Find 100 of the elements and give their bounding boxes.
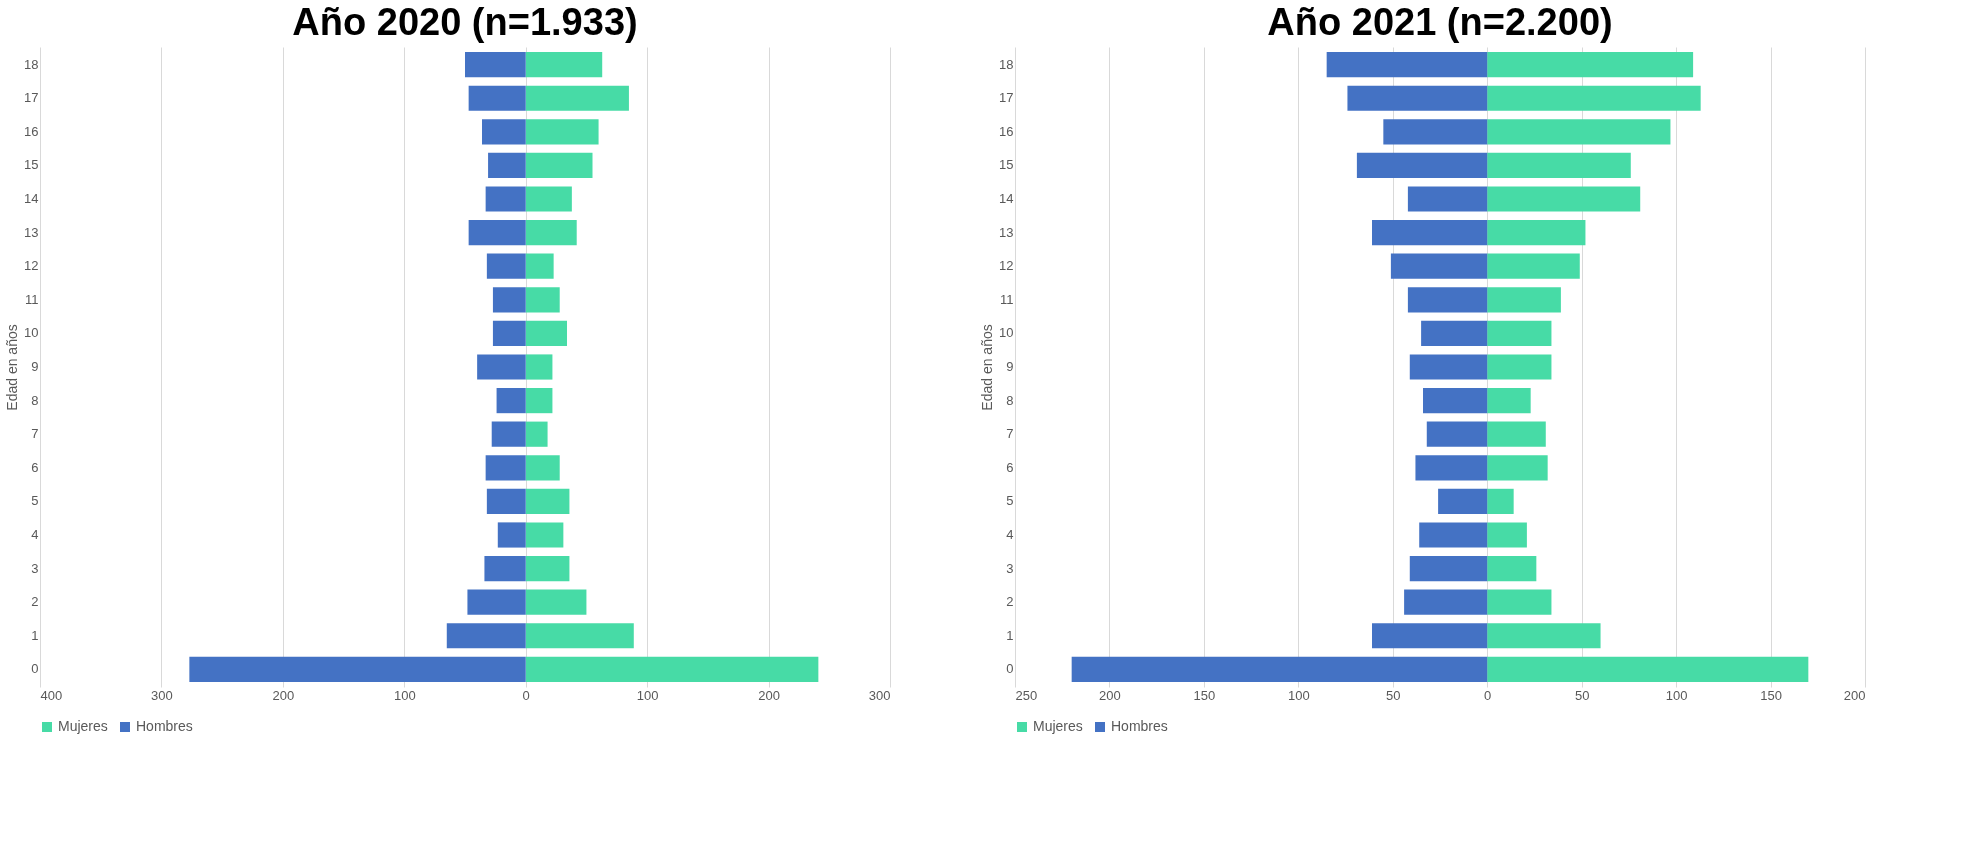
bar [1071, 656, 1488, 682]
bar [1419, 522, 1488, 548]
chart-title: Año 2020 (n=1.933) [292, 1, 638, 43]
bar [1487, 455, 1548, 481]
x-tick-label: 250 [1015, 687, 1038, 703]
x-tick-label: 200 [1843, 687, 1866, 703]
bar [1390, 253, 1488, 279]
x-tick-label: 100 [1665, 687, 1688, 703]
y-tick-label: 2 [31, 594, 39, 610]
chart-title: Año 2021 (n=2.200) [1267, 1, 1613, 43]
y-tick-label: 8 [31, 392, 39, 408]
legend-label: Mujeres [1033, 718, 1083, 734]
y-tick-label: 13 [24, 224, 39, 240]
y-tick-label: 1 [31, 627, 39, 643]
bar [1326, 52, 1488, 78]
y-tick-label: 5 [1006, 493, 1014, 509]
x-tick-label: 300 [151, 687, 173, 703]
bar [1487, 354, 1552, 380]
bar [1404, 589, 1488, 615]
x-tick-label: 50 [1574, 687, 1590, 703]
bar [1487, 220, 1586, 246]
bar [1487, 488, 1514, 514]
y-axis-title: Edad en años [4, 324, 21, 411]
x-tick-label: 200 [758, 687, 780, 703]
bar [1423, 388, 1488, 414]
bar [1487, 656, 1809, 682]
legend-label: Hombres [1111, 718, 1168, 734]
bar [1356, 152, 1488, 179]
bar [1407, 186, 1488, 212]
y-tick-label: 13 [999, 224, 1014, 240]
bar [1438, 488, 1488, 514]
bar [1487, 623, 1601, 649]
bar [1407, 287, 1488, 313]
y-tick-label: 11 [1000, 291, 1014, 307]
bar [1487, 52, 1694, 78]
x-tick-label: 200 [272, 687, 295, 703]
bar [1409, 555, 1488, 582]
bar [1426, 421, 1488, 447]
y-tick-label: 9 [31, 359, 39, 374]
legend-label: Mujeres [58, 718, 108, 734]
bar [1421, 320, 1488, 346]
x-tick-label: 300 [868, 687, 891, 703]
y-tick-label: 6 [31, 459, 39, 475]
x-tick-label: 100 [393, 687, 416, 703]
y-tick-label: 14 [999, 191, 1014, 207]
bar [1372, 220, 1488, 246]
y-tick-label: 0 [1006, 661, 1014, 677]
y-tick-label: 7 [1006, 426, 1014, 442]
y-tick-label: 3 [31, 560, 39, 576]
y-tick-label: 11 [25, 291, 39, 307]
y-tick-label: 18 [999, 56, 1014, 72]
y-tick-label: 16 [999, 123, 1014, 139]
bar [1487, 522, 1527, 548]
y-tick-label: 12 [999, 258, 1014, 274]
y-tick-label: 2 [1006, 594, 1014, 610]
y-tick-label: 15 [999, 157, 1014, 173]
bar [1415, 455, 1488, 481]
bar [1347, 85, 1488, 111]
y-tick-label: 6 [1006, 459, 1014, 475]
bar [1487, 287, 1561, 313]
x-tick-label: 0 [522, 687, 530, 703]
y-tick-label: 0 [31, 661, 39, 677]
x-tick-label: 150 [1193, 687, 1216, 703]
x-tick-label: 200 [1099, 687, 1121, 703]
y-tick-label: 18 [24, 56, 39, 72]
bar [1487, 119, 1671, 145]
x-tick-label: 100 [1287, 687, 1310, 703]
y-tick-label: 10 [24, 325, 39, 341]
x-tick-label: 400 [40, 687, 63, 703]
bar [1487, 421, 1546, 447]
y-axis-title: Edad en años [979, 324, 996, 411]
legend-label: Hombres [136, 718, 193, 734]
x-tick-label: 50 [1386, 687, 1401, 703]
y-tick-label: 7 [31, 426, 39, 442]
bar [1487, 555, 1537, 582]
y-tick-label: 9 [1006, 359, 1014, 374]
x-tick-label: 100 [636, 687, 659, 703]
y-tick-label: 14 [24, 191, 39, 207]
bar [1487, 320, 1552, 346]
bar [1487, 589, 1552, 615]
y-tick-label: 1 [1006, 627, 1014, 643]
x-tick-label: 0 [1484, 687, 1492, 703]
y-tick-label: 16 [24, 123, 39, 139]
y-tick-label: 17 [24, 90, 39, 106]
bar [1409, 354, 1488, 380]
bar [1487, 186, 1641, 212]
bar [1487, 85, 1701, 111]
y-tick-label: 10 [999, 325, 1014, 341]
y-tick-label: 4 [1006, 526, 1014, 542]
bar [1487, 388, 1531, 414]
bar [1487, 152, 1631, 179]
y-tick-label: 17 [999, 90, 1014, 106]
y-tick-label: 5 [31, 493, 39, 509]
bar [1487, 253, 1580, 279]
y-tick-label: 12 [24, 258, 39, 274]
bar [1383, 119, 1488, 145]
x-tick-label: 150 [1760, 687, 1782, 703]
bar [1372, 623, 1488, 649]
y-tick-label: 3 [1006, 560, 1014, 576]
y-tick-label: 15 [24, 157, 39, 173]
